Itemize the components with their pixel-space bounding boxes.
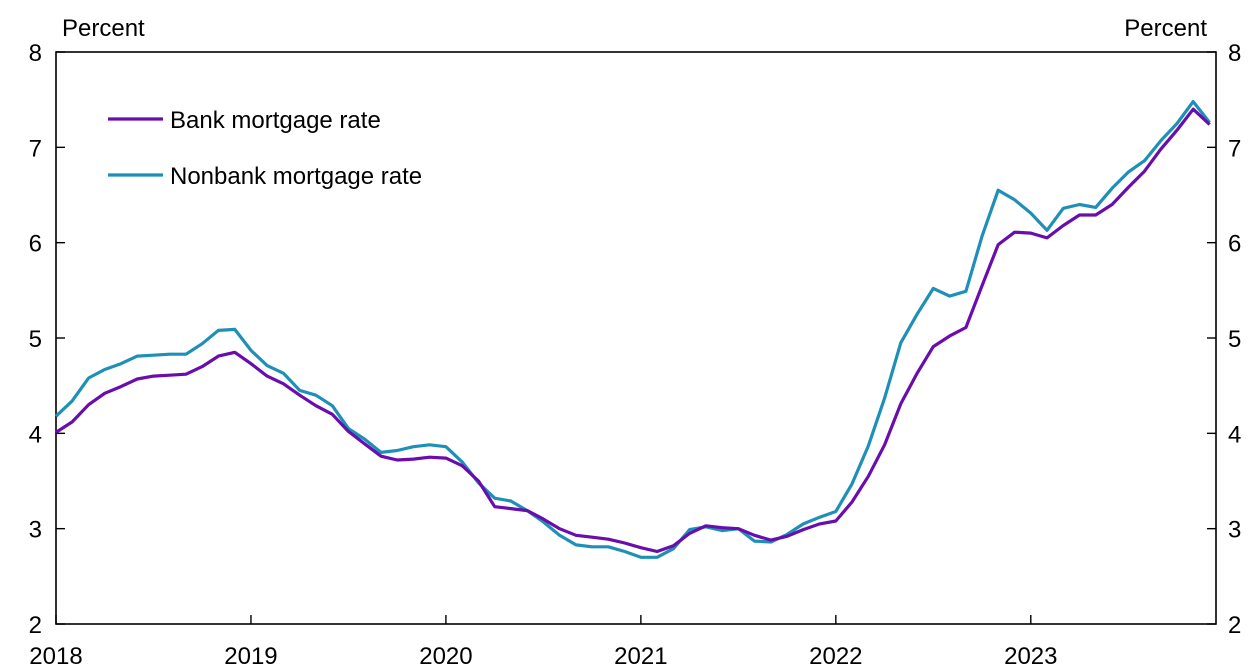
plot-area: 2 2 3 3 4 4 5 5 6 6 7 7 8 8 2018 2019 2020 2021 2022 2023: [29, 40, 1242, 670]
y-tick-label-left: 7: [29, 135, 42, 162]
plot-frame: [55, 51, 1217, 625]
left-axis-unit-label: Percent: [62, 15, 145, 42]
legend-label-bank: Bank mortgage rate: [170, 107, 381, 134]
y-tick-label-left: 3: [29, 517, 42, 544]
y-tick-label-left: 4: [29, 421, 42, 448]
x-tick-label: 2020: [419, 643, 472, 670]
y-axis-ticks: 2 2 3 3 4 4 5 5 6 6 7 7 8 8: [29, 40, 1242, 639]
y-tick-label-right: 5: [1228, 326, 1241, 353]
y-tick-label-right: 7: [1228, 135, 1241, 162]
y-tick-label-left: 2: [29, 612, 42, 639]
y-tick-label-right: 2: [1228, 612, 1241, 639]
series-lines: [54, 99, 1211, 559]
x-tick-label: 2019: [224, 643, 277, 670]
x-tick-label: 2023: [1004, 643, 1057, 670]
y-tick-label-left: 5: [29, 326, 42, 353]
y-tick-label-left: 6: [29, 231, 42, 258]
y-tick-label-right: 8: [1228, 40, 1241, 67]
y-tick-label-right: 4: [1228, 421, 1241, 448]
y-tick-label-left: 8: [29, 40, 42, 67]
bank-mortgage-rate-line: [55, 107, 1211, 554]
x-axis-ticks: 2018 2019 2020 2021 2022 2023: [29, 615, 1057, 670]
legend: Bank mortgage rate Nonbank mortgage rate: [108, 107, 422, 190]
y-tick-label-right: 6: [1228, 231, 1241, 258]
x-tick-label: 2021: [614, 643, 667, 670]
x-tick-label: 2018: [29, 643, 82, 670]
legend-label-nonbank: Nonbank mortgage rate: [170, 163, 422, 190]
nonbank-mortgage-rate-line: [54, 99, 1211, 559]
y-tick-label-right: 3: [1228, 517, 1241, 544]
x-tick-label: 2022: [809, 643, 862, 670]
right-axis-unit-label: Percent: [1124, 15, 1207, 42]
